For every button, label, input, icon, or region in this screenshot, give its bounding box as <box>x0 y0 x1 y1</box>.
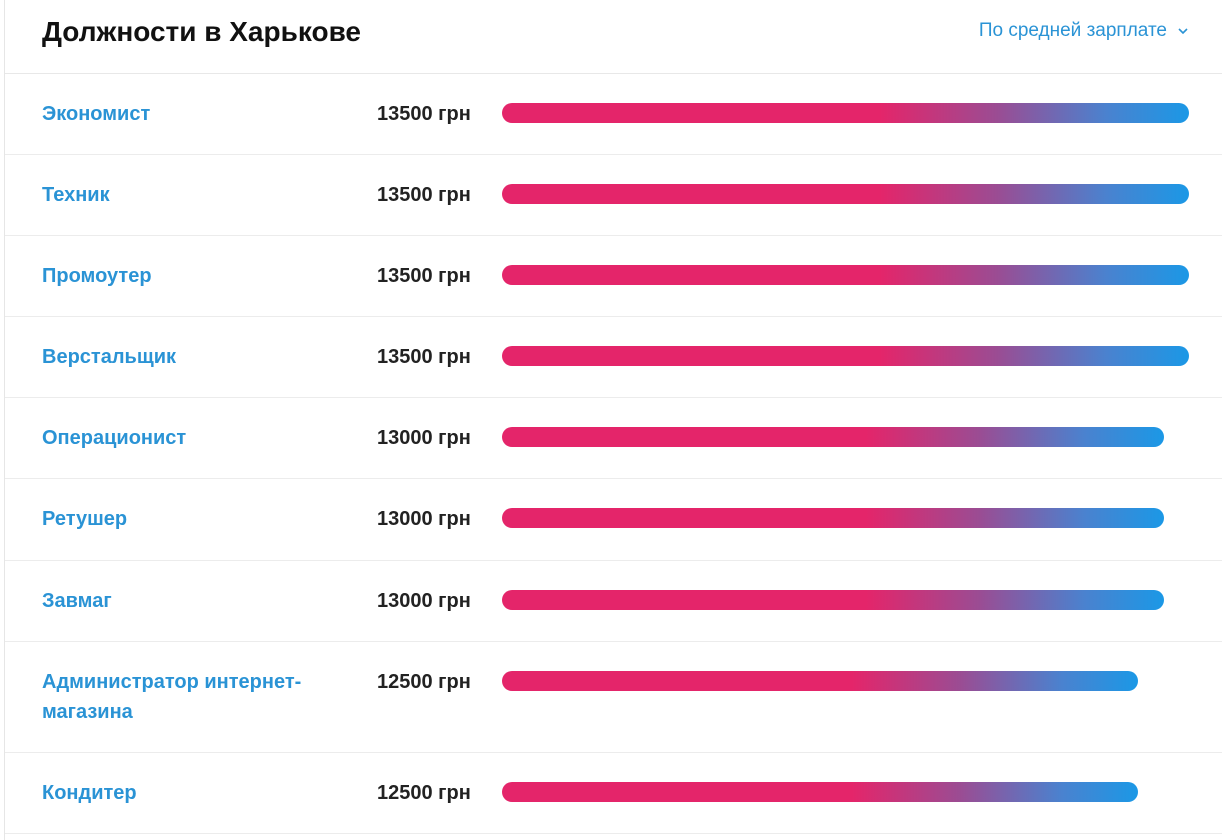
salary-bar-track <box>502 427 1189 447</box>
salary-bar-fill <box>502 508 1164 528</box>
table-row: Верстальщик 13500 грн <box>5 317 1222 398</box>
sort-dropdown-label: По средней зарплате <box>978 20 1167 41</box>
salary-bar-fill <box>502 265 1189 285</box>
table-row: Экономист 13500 грн <box>5 74 1222 155</box>
salary-bar-track <box>502 782 1189 802</box>
salary-value: 13500 грн <box>377 346 471 368</box>
job-title-link[interactable]: Операционист <box>42 427 187 449</box>
job-title-link[interactable]: Завмаг <box>42 590 112 612</box>
panel-header: Должности в Харькове По средней зарплате <box>5 0 1222 74</box>
salary-value: 12500 грн <box>377 671 471 693</box>
job-title-link[interactable]: Верстальщик <box>42 346 177 368</box>
salary-bar-fill <box>502 671 1138 691</box>
salary-bar-fill <box>502 184 1189 204</box>
salary-value: 12500 грн <box>377 782 471 804</box>
salary-bar-track <box>502 508 1189 528</box>
salary-value: 13500 грн <box>377 184 471 206</box>
salary-bar-fill <box>502 103 1189 123</box>
salary-bar-fill <box>502 346 1189 366</box>
salary-bar-track <box>502 184 1189 204</box>
sort-dropdown[interactable]: По средней зарплате <box>979 19 1189 43</box>
table-row: Завмаг 13000 грн <box>5 561 1222 642</box>
chevron-down-icon <box>1178 28 1188 35</box>
job-title-link[interactable]: Администратор интернет-магазина <box>42 671 302 723</box>
salary-bar-track <box>502 671 1189 691</box>
salary-bar-track <box>502 590 1189 610</box>
salary-value: 13500 грн <box>377 103 471 125</box>
salary-bar-track <box>502 103 1189 123</box>
salary-bar-track <box>502 265 1189 285</box>
salary-value: 13000 грн <box>377 427 471 449</box>
salary-value: 13500 грн <box>377 265 471 287</box>
table-row: Операционист 13000 грн <box>5 398 1222 479</box>
salary-bar-fill <box>502 782 1138 802</box>
positions-panel: Должности в Харькове По средней зарплате… <box>4 0 1222 840</box>
salary-bar-fill <box>502 427 1164 447</box>
job-title-link[interactable]: Кондитер <box>42 782 137 804</box>
salary-value: 13000 грн <box>377 508 471 530</box>
table-row: Ретушер 13000 грн <box>5 479 1222 561</box>
salary-bar-fill <box>502 590 1164 610</box>
salary-bar-track <box>502 346 1189 366</box>
table-row: Техник 13500 грн <box>5 155 1222 236</box>
table-row: Кондитер 12500 грн <box>5 753 1222 834</box>
job-title-link[interactable]: Промоутер <box>42 265 152 287</box>
salary-value: 13000 грн <box>377 590 471 612</box>
table-row: Администратор интернет-магазина 12500 грн <box>5 642 1222 753</box>
table-row: Промоутер 13500 грн <box>5 236 1222 317</box>
job-title-link[interactable]: Экономист <box>42 103 151 125</box>
job-title-link[interactable]: Техник <box>42 184 110 206</box>
page-title: Должности в Харькове <box>42 16 361 47</box>
job-title-link[interactable]: Ретушер <box>42 508 128 530</box>
